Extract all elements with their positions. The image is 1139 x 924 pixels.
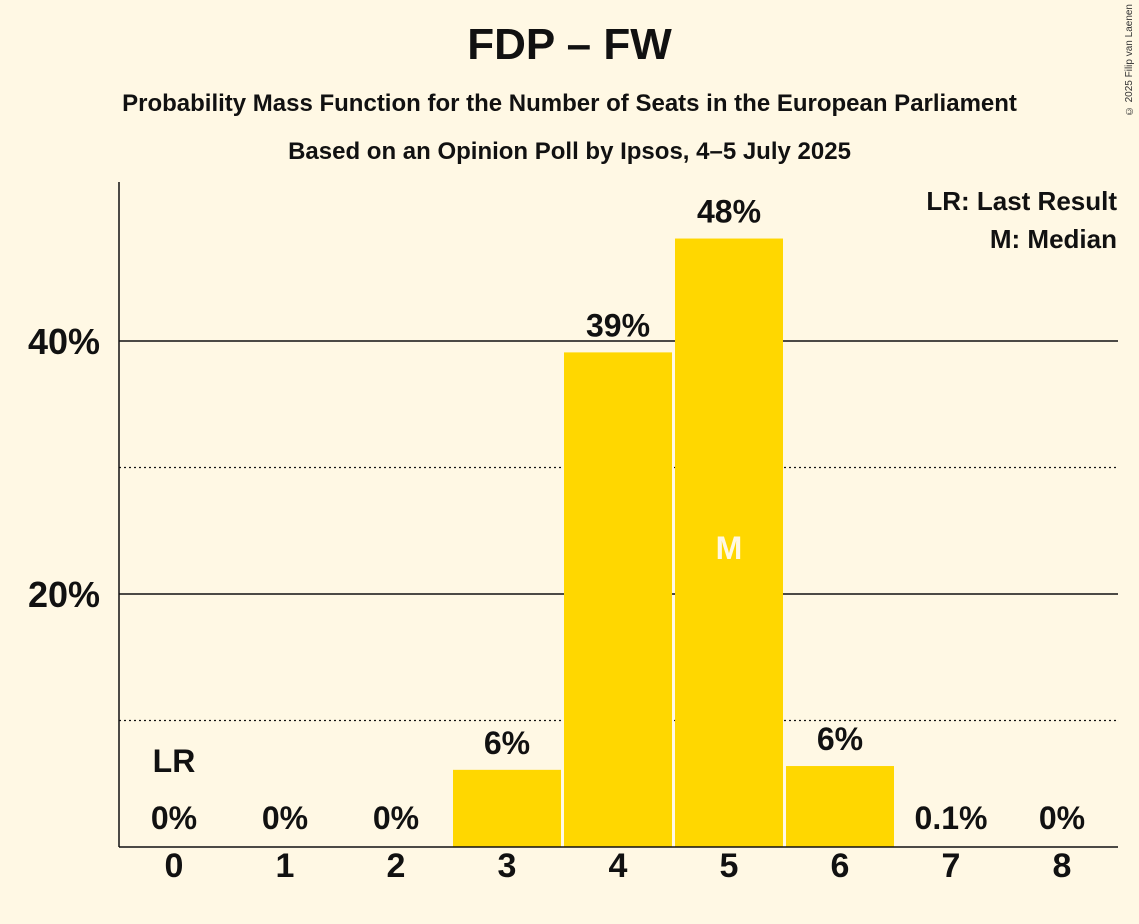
median-marker: M bbox=[716, 530, 743, 566]
data-label: 6% bbox=[484, 725, 530, 761]
y-tick-label: 40% bbox=[28, 321, 100, 362]
last-result-marker: LR bbox=[153, 743, 196, 779]
data-label: 0% bbox=[373, 800, 419, 836]
x-tick-label: 6 bbox=[831, 847, 850, 885]
data-label: 0% bbox=[262, 800, 308, 836]
data-label: 6% bbox=[817, 721, 863, 757]
chart-subtitle: Probability Mass Function for the Number… bbox=[122, 90, 1017, 117]
bar bbox=[564, 352, 672, 847]
x-tick-label: 5 bbox=[720, 847, 739, 885]
data-label: 0.1% bbox=[915, 800, 988, 836]
x-tick-label: 1 bbox=[276, 847, 295, 885]
y-tick-label: 20% bbox=[28, 574, 100, 615]
x-tick-label: 8 bbox=[1053, 847, 1072, 885]
data-label: 39% bbox=[586, 307, 650, 343]
x-tick-label: 4 bbox=[609, 847, 628, 885]
x-tick-label: 2 bbox=[387, 847, 406, 885]
bar bbox=[453, 769, 561, 847]
bar bbox=[675, 238, 783, 847]
x-tick-label: 3 bbox=[498, 847, 517, 885]
legend-entry: LR: Last Result bbox=[926, 186, 1117, 216]
x-tick-label: 7 bbox=[942, 847, 961, 885]
x-tick-label: 0 bbox=[165, 847, 184, 885]
data-label: 0% bbox=[1039, 800, 1085, 836]
legend-entry: M: Median bbox=[990, 224, 1117, 254]
data-label: 48% bbox=[697, 194, 761, 230]
data-label: 0% bbox=[151, 800, 197, 836]
chart-title: FDP – FW bbox=[467, 20, 672, 69]
bar bbox=[786, 766, 894, 847]
chart-source: Based on an Opinion Poll by Ipsos, 4–5 J… bbox=[288, 138, 851, 165]
